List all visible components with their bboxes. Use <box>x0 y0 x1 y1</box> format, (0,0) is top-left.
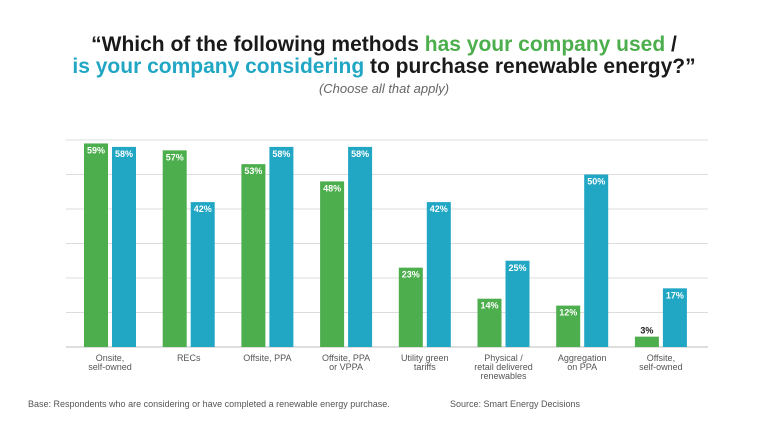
bar-considering <box>348 146 373 347</box>
bar-considering <box>584 174 609 347</box>
bar-considering <box>426 202 451 347</box>
x-tick-label: Physical / retail delivered renewables <box>474 353 533 381</box>
data-label: 23% <box>402 270 420 280</box>
title-prefix: “Which of the following methods <box>91 33 425 56</box>
data-label: 14% <box>480 301 498 311</box>
data-label: 42% <box>430 204 448 214</box>
data-label: 3% <box>640 326 653 336</box>
x-tick-label: Offsite, self-owned <box>639 353 683 372</box>
title-suffix: to purchase renewable energy?” <box>364 55 696 78</box>
data-label: 17% <box>666 290 684 300</box>
bar-considering <box>190 202 215 347</box>
data-label: 58% <box>115 149 133 159</box>
chart-subtitle: (Choose all that apply) <box>318 81 450 96</box>
data-label: 50% <box>587 177 605 187</box>
x-tick-label: Onsite, self-owned <box>88 353 132 372</box>
data-label: 57% <box>166 152 184 162</box>
title-used-highlight: has your company used <box>424 33 666 56</box>
data-label: 48% <box>323 183 341 193</box>
bar-considering <box>112 146 136 347</box>
footer-source: Source: Smart Energy Decisions <box>450 399 581 409</box>
bar-used <box>634 336 659 347</box>
title-considering-highlight: is your company considering <box>72 55 365 78</box>
data-label: 42% <box>194 204 212 214</box>
x-tick-label: Offsite, PPA or VPPA <box>322 353 370 372</box>
bar-used <box>556 305 581 347</box>
data-label: 12% <box>559 308 577 318</box>
footer-base-note: Base: Respondents who are considering or… <box>28 399 390 409</box>
x-tick-label: Aggregation on PPA <box>558 353 607 372</box>
bar-used <box>477 298 502 347</box>
chart-title-line-1: “Which of the following methods has your… <box>0 34 768 56</box>
bar-used <box>162 150 187 347</box>
title-slash: / <box>665 33 677 56</box>
data-label: 58% <box>272 149 290 159</box>
bar-used <box>320 181 345 347</box>
x-tick-label: Offsite, PPA <box>243 353 291 363</box>
x-tick-label: RECs <box>177 353 201 363</box>
data-label: 58% <box>351 149 369 159</box>
bar-considering <box>662 288 687 347</box>
x-tick-label: Utility green tariffs <box>401 353 449 372</box>
bar-used <box>84 143 108 347</box>
data-label: 53% <box>244 166 262 176</box>
bar-used <box>398 267 423 347</box>
data-label: 59% <box>87 145 105 155</box>
bar-used <box>241 164 266 347</box>
bar-considering <box>269 146 294 347</box>
bar-considering <box>505 260 530 347</box>
data-label: 25% <box>508 263 526 273</box>
chart-title-line-2: is your company considering to purchase … <box>0 56 768 78</box>
